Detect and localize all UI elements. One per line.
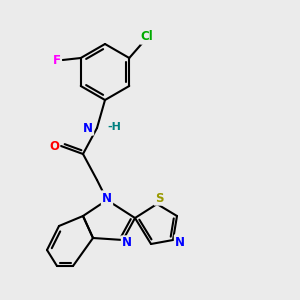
Text: O: O: [49, 140, 59, 152]
Text: N: N: [175, 236, 185, 248]
Text: -H: -H: [107, 122, 121, 132]
Text: S: S: [155, 191, 163, 205]
Text: N: N: [102, 191, 112, 205]
Text: Cl: Cl: [141, 31, 154, 44]
Text: N: N: [83, 122, 93, 134]
Text: F: F: [53, 53, 61, 67]
Text: N: N: [122, 236, 132, 250]
